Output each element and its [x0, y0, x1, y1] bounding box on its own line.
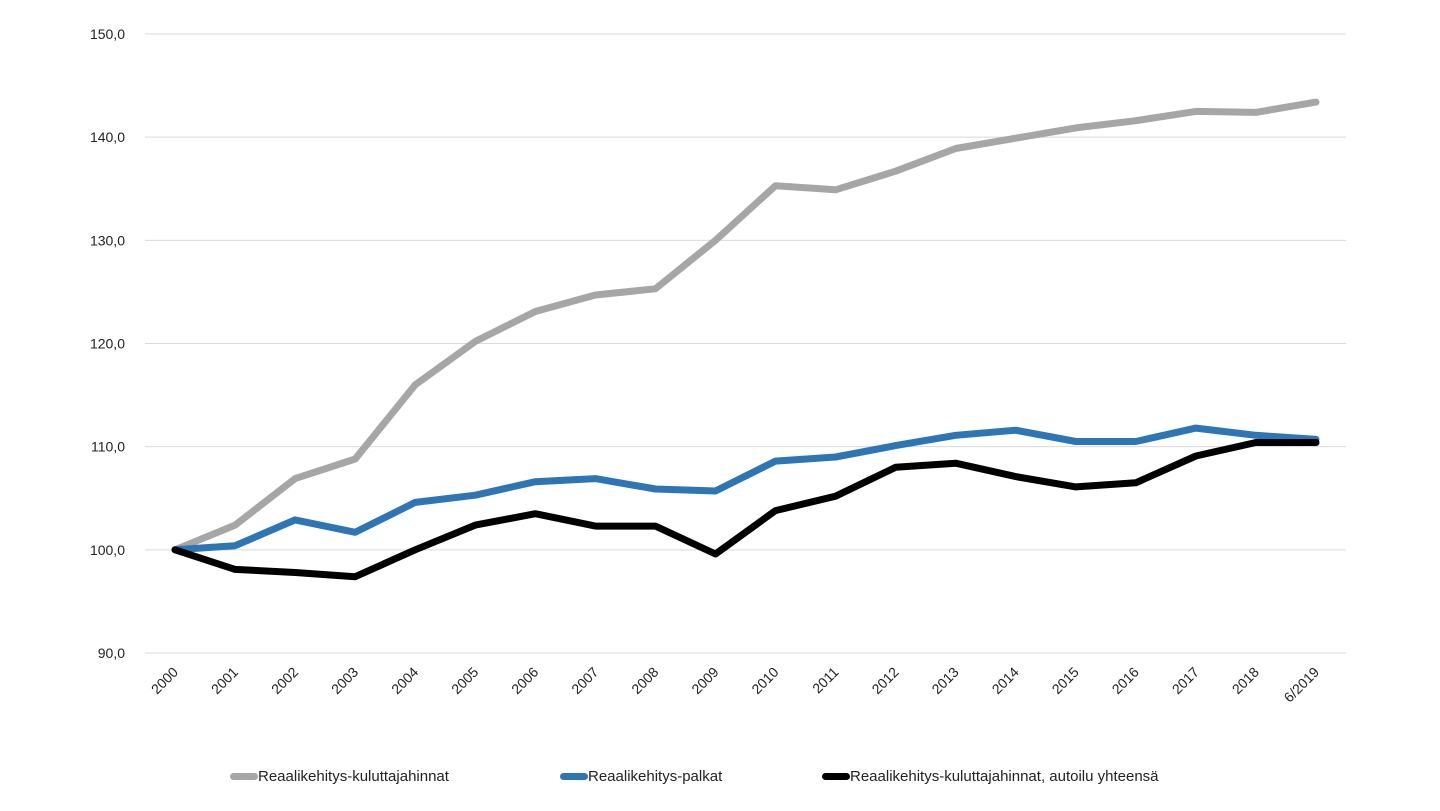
legend-label: Reaalikehitys-palkat — [588, 768, 723, 785]
x-tick-label: 2016 — [1109, 664, 1142, 697]
x-tick-label: 2003 — [328, 664, 361, 697]
x-tick-label: 2013 — [928, 664, 961, 697]
x-tick-label: 2005 — [448, 664, 481, 697]
series-line-0 — [171, 98, 1320, 554]
x-tick-label: 2001 — [208, 664, 241, 697]
y-tick-label: 90,0 — [98, 645, 125, 661]
x-tick-label: 2009 — [688, 664, 721, 697]
legend-item-wages: Reaalikehitys-palkat — [560, 768, 722, 785]
x-tick-label: 6/2019 — [1280, 664, 1322, 706]
legend-swatch-black — [822, 773, 850, 780]
x-tick-label: 2018 — [1229, 664, 1262, 697]
grid-layer — [145, 33, 1346, 654]
x-tick-label: 2011 — [809, 664, 842, 697]
legend-swatch-gray — [230, 773, 258, 780]
y-tick-label: 110,0 — [91, 439, 125, 455]
x-tick-label: 2017 — [1169, 664, 1202, 697]
series-line-2 — [171, 439, 1320, 581]
legend-item-motoring: Reaalikehitys-kuluttajahinnat, autoilu y… — [822, 768, 1159, 785]
legend-label: Reaalikehitys-kuluttajahinnat — [258, 768, 449, 785]
x-tick-label: 2014 — [989, 664, 1022, 697]
y-tick-label: 130,0 — [90, 232, 125, 248]
x-tick-label: 2006 — [508, 664, 541, 697]
x-tick-label: 2012 — [868, 664, 901, 697]
y-axis-ticks: 90,0 100,0 110,0 120,0 130,0 140,0 150,0 — [90, 26, 125, 661]
x-tick-label: 2002 — [268, 664, 301, 697]
x-tick-label: 2010 — [748, 664, 781, 697]
y-tick-label: 140,0 — [90, 129, 125, 145]
legend-swatch-blue — [560, 773, 588, 780]
x-tick-label: 2015 — [1049, 664, 1082, 697]
legend: Reaalikehitys-kuluttajahinnat Reaalikehi… — [0, 768, 1440, 798]
series-layer — [171, 98, 1320, 581]
y-tick-label: 100,0 — [90, 542, 125, 558]
x-tick-label: 2000 — [148, 664, 181, 697]
x-tick-label: 2007 — [568, 664, 601, 697]
x-axis-ticks: 2000 2001 2002 2003 2004 2005 2006 2007 2008 2009… — [148, 664, 1322, 706]
x-tick-label: 2008 — [628, 664, 661, 697]
y-tick-label: 150,0 — [90, 26, 125, 42]
series-line-1 — [171, 424, 1320, 554]
legend-label: Reaalikehitys-kuluttajahinnat, autoilu y… — [850, 768, 1159, 785]
x-tick-label: 2004 — [388, 664, 421, 697]
y-tick-label: 120,0 — [90, 336, 125, 352]
legend-item-consumer-prices: Reaalikehitys-kuluttajahinnat — [230, 768, 449, 785]
